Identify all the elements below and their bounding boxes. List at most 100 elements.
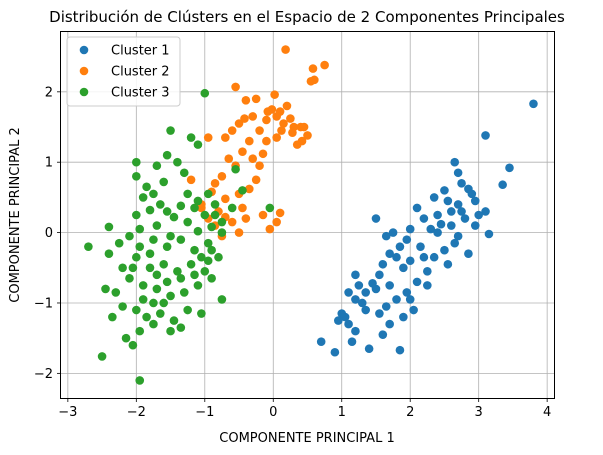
cluster-2-point [240, 114, 249, 123]
cluster-1-point [334, 316, 343, 325]
cluster-2-point [272, 217, 281, 227]
cluster-2-point [263, 107, 273, 116]
cluster-1-point [470, 196, 480, 206]
legend-label-cluster-1: Cluster 1 [111, 44, 170, 59]
cluster-3-point [135, 224, 145, 234]
cluster-1-point [399, 263, 408, 273]
cluster-2-point [272, 112, 281, 121]
cluster-3-point [152, 161, 162, 171]
cluster-1-point [443, 196, 453, 206]
cluster-3-point [162, 277, 172, 287]
cluster-1-point [357, 298, 367, 308]
cluster-1-point [337, 309, 347, 318]
cluster-3-point [125, 231, 134, 241]
cluster-3-point [193, 281, 203, 290]
cluster-2-point [227, 217, 237, 227]
cluster-3-point [142, 182, 151, 192]
cluster-2-point [244, 136, 254, 146]
cluster-1-point [446, 207, 456, 216]
cluster-1-point [470, 221, 480, 230]
cluster-3-point [200, 267, 210, 276]
x-tick-label: −3 [58, 405, 77, 420]
cluster-3-point [145, 263, 155, 273]
cluster-2-point [281, 45, 290, 54]
cluster-1-point [412, 277, 422, 287]
cluster-2-point [231, 82, 240, 92]
cluster-1-point [385, 281, 394, 290]
cluster-1-point [330, 347, 340, 357]
cluster-3-point [207, 274, 216, 283]
cluster-1-point [375, 309, 384, 318]
cluster-1-point [354, 281, 364, 290]
cluster-2-point [303, 131, 312, 140]
cluster-3-point [145, 205, 155, 215]
x-tick-label: −2 [127, 405, 146, 420]
cluster-2-point [227, 126, 237, 135]
cluster-2-point [197, 203, 206, 213]
cluster-2-point [186, 175, 196, 185]
cluster-2-point [265, 224, 275, 234]
cluster-1-point [361, 288, 371, 297]
cluster-2-point [255, 126, 264, 135]
cluster-3-point [118, 302, 127, 311]
cluster-3-point [166, 231, 175, 241]
cluster-3-point [149, 189, 158, 199]
cluster-1-point [433, 210, 442, 220]
cluster-1-point [351, 326, 360, 336]
cluster-2-point [275, 208, 285, 218]
cluster-3-point [149, 298, 158, 308]
cluster-1-point [381, 231, 391, 241]
cluster-2-point [217, 171, 227, 181]
cluster-1-point [505, 163, 514, 173]
cluster-3-point [138, 281, 148, 290]
cluster-1-point [467, 189, 477, 199]
cluster-3-point [173, 267, 182, 276]
cluster-3-point [265, 203, 275, 213]
cluster-2-point [262, 115, 271, 125]
cluster-3-point [132, 157, 141, 167]
cluster-3-point [152, 270, 162, 280]
cluster-2-point [320, 60, 329, 70]
cluster-3-point [210, 200, 220, 209]
legend-label-cluster-2: Cluster 2 [111, 65, 170, 80]
cluster-1-point [498, 180, 507, 190]
cluster-3-point [176, 323, 186, 332]
x-tick-label: 2 [406, 405, 414, 420]
cluster-1-point [388, 228, 398, 237]
cluster-1-point [351, 270, 360, 280]
cluster-3-point [183, 189, 192, 199]
cluster-3-point [193, 226, 203, 236]
cluster-3-point [186, 133, 196, 142]
cluster-3-point [162, 207, 172, 216]
cluster-3-point [203, 238, 213, 248]
cluster-1-point [484, 229, 494, 239]
cluster-2-point [262, 136, 271, 146]
cluster-1-point [378, 330, 388, 339]
cluster-3-point [128, 263, 138, 273]
cluster-3-point [135, 376, 145, 385]
cluster-3-point [125, 274, 134, 283]
x-axis-title: COMPONENTE PRINCIPAL 1 [219, 431, 394, 446]
cluster-3-point [169, 212, 179, 222]
cluster-2-point [238, 203, 247, 213]
cluster-2-point [255, 161, 264, 171]
cluster-1-point [429, 193, 439, 202]
cluster-1-point [368, 278, 377, 288]
cluster-3-point [104, 249, 114, 259]
cluster-3-point [132, 171, 141, 181]
cluster-3-point [159, 177, 169, 187]
cluster-3-point [210, 210, 220, 220]
x-tick-label: 0 [269, 405, 277, 420]
cluster-2-point [224, 154, 234, 163]
chart-title: Distribución de Clústers en el Espacio d… [49, 8, 565, 26]
cluster-2-point [272, 133, 281, 142]
cluster-3-point [101, 284, 110, 294]
cluster-1-point [392, 252, 401, 262]
cluster-1-point [453, 200, 463, 209]
cluster-3-point [114, 238, 124, 248]
cluster-3-point [135, 326, 145, 336]
cluster-3-point [128, 340, 138, 350]
cluster-3-point [121, 333, 131, 343]
legend-marker-cluster-2 [79, 66, 89, 76]
cluster-3-point [203, 189, 213, 199]
